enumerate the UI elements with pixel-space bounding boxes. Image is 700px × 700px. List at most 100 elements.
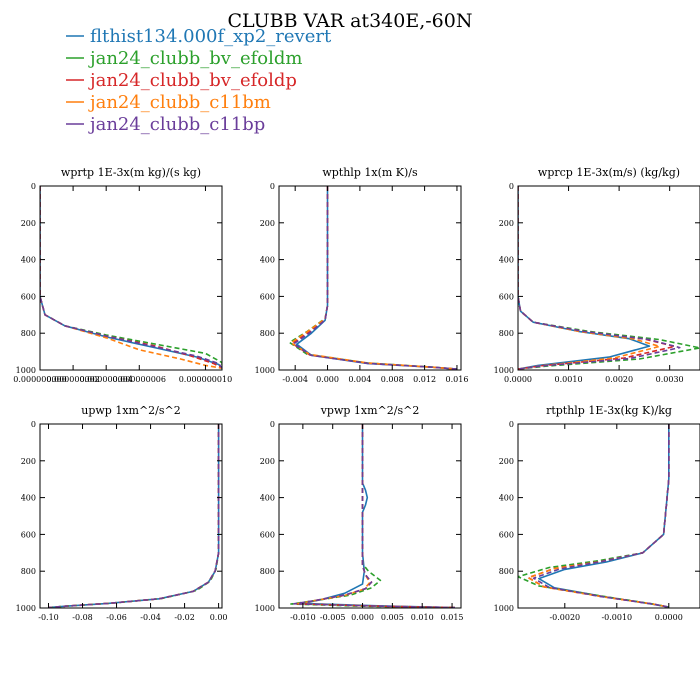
x-tick-label: 0.004 [348, 375, 371, 384]
y-tick-label: 400 [499, 256, 514, 265]
x-tick-label: -0.0020 [549, 613, 580, 622]
y-tick-label: 0 [509, 182, 514, 191]
x-tick-label: 0.000000002 [46, 375, 99, 384]
y-tick-label: 1000 [494, 604, 514, 613]
y-tick-label: 0 [31, 182, 36, 191]
legend-entry: jan24_clubb_bv_efoldp [88, 70, 297, 91]
y-tick-label: 800 [260, 567, 275, 576]
series-line [40, 186, 222, 369]
x-tick-label: -0.02 [174, 613, 195, 622]
y-tick-label: 600 [260, 292, 275, 301]
series-group [518, 186, 700, 370]
panel-title: wprcp 1E-3x(m/s) (kg/kg) [538, 166, 680, 179]
x-tick-label: 0.0020 [605, 375, 633, 384]
y-tick-label: 1000 [255, 366, 275, 375]
y-tick-label: 400 [499, 494, 514, 503]
legend-entry: jan24_clubb_c11bm [88, 92, 271, 113]
series-line [292, 186, 458, 370]
series-group [40, 186, 222, 369]
y-tick-label: 200 [260, 219, 275, 228]
y-tick-label: 800 [499, 567, 514, 576]
x-tick-label: -0.0010 [601, 613, 632, 622]
x-tick-label: 0.0010 [555, 375, 583, 384]
x-tick-label: 0.0000 [655, 613, 683, 622]
x-tick-label: 0.0000 [504, 375, 532, 384]
x-tick-label: -0.005 [320, 613, 346, 622]
series-line [518, 186, 661, 370]
y-tick-label: 400 [260, 494, 275, 503]
plot-frame [39, 423, 223, 609]
y-tick-label: 400 [260, 256, 275, 265]
y-tick-label: 1000 [494, 366, 514, 375]
x-tick-label: -0.06 [106, 613, 127, 622]
y-tick-label: 0 [270, 182, 275, 191]
y-tick-label: 200 [499, 219, 514, 228]
series-group [288, 186, 458, 370]
series-line [48, 424, 220, 608]
y-tick-label: 200 [260, 457, 275, 466]
legend-entry: jan24_clubb_c11bp [88, 114, 265, 135]
series-line [40, 186, 222, 369]
y-tick-label: 0 [31, 420, 36, 429]
series-line [291, 186, 458, 370]
x-tick-label: 0.016 [446, 375, 469, 384]
x-tick-label: -0.04 [140, 613, 161, 622]
y-tick-label: 1000 [255, 604, 275, 613]
legend-entry: jan24_clubb_bv_efoldm [88, 48, 302, 69]
x-tick-label: 0.000000006 [113, 375, 166, 384]
y-tick-label: 600 [499, 292, 514, 301]
panel-title: wpthlp 1x(m K)/s [322, 166, 418, 179]
y-tick-label: 800 [260, 329, 275, 338]
x-tick-label: -0.08 [72, 613, 93, 622]
panel-5: vpwp 1xm^2/s^2 0 200 400 600 800 1000 -0.010 -0.… [255, 404, 464, 622]
x-tick-label: 0.012 [413, 375, 436, 384]
panel-6: rtpthlp 1E-3x(kg K)/kg 0 200 400 600 800 1000 -… [494, 404, 700, 622]
series-line [290, 186, 458, 370]
series-line [293, 424, 456, 608]
legend: flthist134.000f_xp2_revertjan24_clubb_bv… [66, 26, 332, 135]
panel-title: rtpthlp 1E-3x(kg K)/kg [546, 404, 672, 417]
x-tick-label: 0.010 [411, 613, 434, 622]
y-tick-label: 600 [260, 530, 275, 539]
panels: wprtp 1E-3x(m kg)/(s kg) 0 200 400 600 800 100… [13, 166, 700, 622]
y-tick-label: 400 [21, 494, 36, 503]
panel-2: wpthlp 1x(m K)/s 0 200 400 600 800 1000 -0.004 0… [255, 166, 469, 384]
panel-3: wprcp 1E-3x(m/s) (kg/kg) 0 200 400 600 800 100… [494, 166, 700, 384]
series-line [40, 186, 222, 369]
y-tick-label: 200 [21, 457, 36, 466]
legend-entry: flthist134.000f_xp2_revert [90, 26, 332, 47]
y-tick-label: 600 [499, 530, 514, 539]
x-tick-label: 0.000 [351, 613, 374, 622]
x-tick-label: -0.004 [282, 375, 308, 384]
x-tick-label: 0.00 [210, 613, 228, 622]
x-tick-label: 0.000000010 [179, 375, 232, 384]
panel-4: upwp 1xm^2/s^2 0 200 400 600 800 1000-0.10 -0.0… [16, 404, 228, 622]
series-group [290, 424, 456, 608]
y-tick-label: 800 [21, 329, 36, 338]
x-tick-label: -0.010 [290, 613, 316, 622]
plot-frame [517, 423, 700, 609]
plot-frame [278, 185, 462, 371]
series-line [518, 186, 681, 370]
plot-frame [517, 185, 700, 371]
x-tick-label: 0.015 [441, 613, 464, 622]
plot-frame [278, 423, 462, 609]
y-tick-label: 1000 [16, 366, 36, 375]
series-line [40, 186, 222, 369]
y-tick-label: 0 [509, 420, 514, 429]
y-tick-label: 0 [270, 420, 275, 429]
y-tick-label: 400 [21, 256, 36, 265]
y-tick-label: 800 [499, 329, 514, 338]
y-tick-label: 800 [21, 567, 36, 576]
series-line [532, 424, 670, 608]
series-group [518, 424, 670, 608]
panel-title: upwp 1xm^2/s^2 [81, 404, 181, 417]
x-tick-label: 0.005 [381, 613, 404, 622]
y-tick-label: 200 [499, 457, 514, 466]
x-tick-label: 0.0030 [656, 375, 684, 384]
x-tick-label: 0.000000000 [13, 375, 66, 384]
panel-title: wprtp 1E-3x(m kg)/(s kg) [61, 166, 201, 179]
panel-title: vpwp 1xm^2/s^2 [320, 404, 420, 417]
